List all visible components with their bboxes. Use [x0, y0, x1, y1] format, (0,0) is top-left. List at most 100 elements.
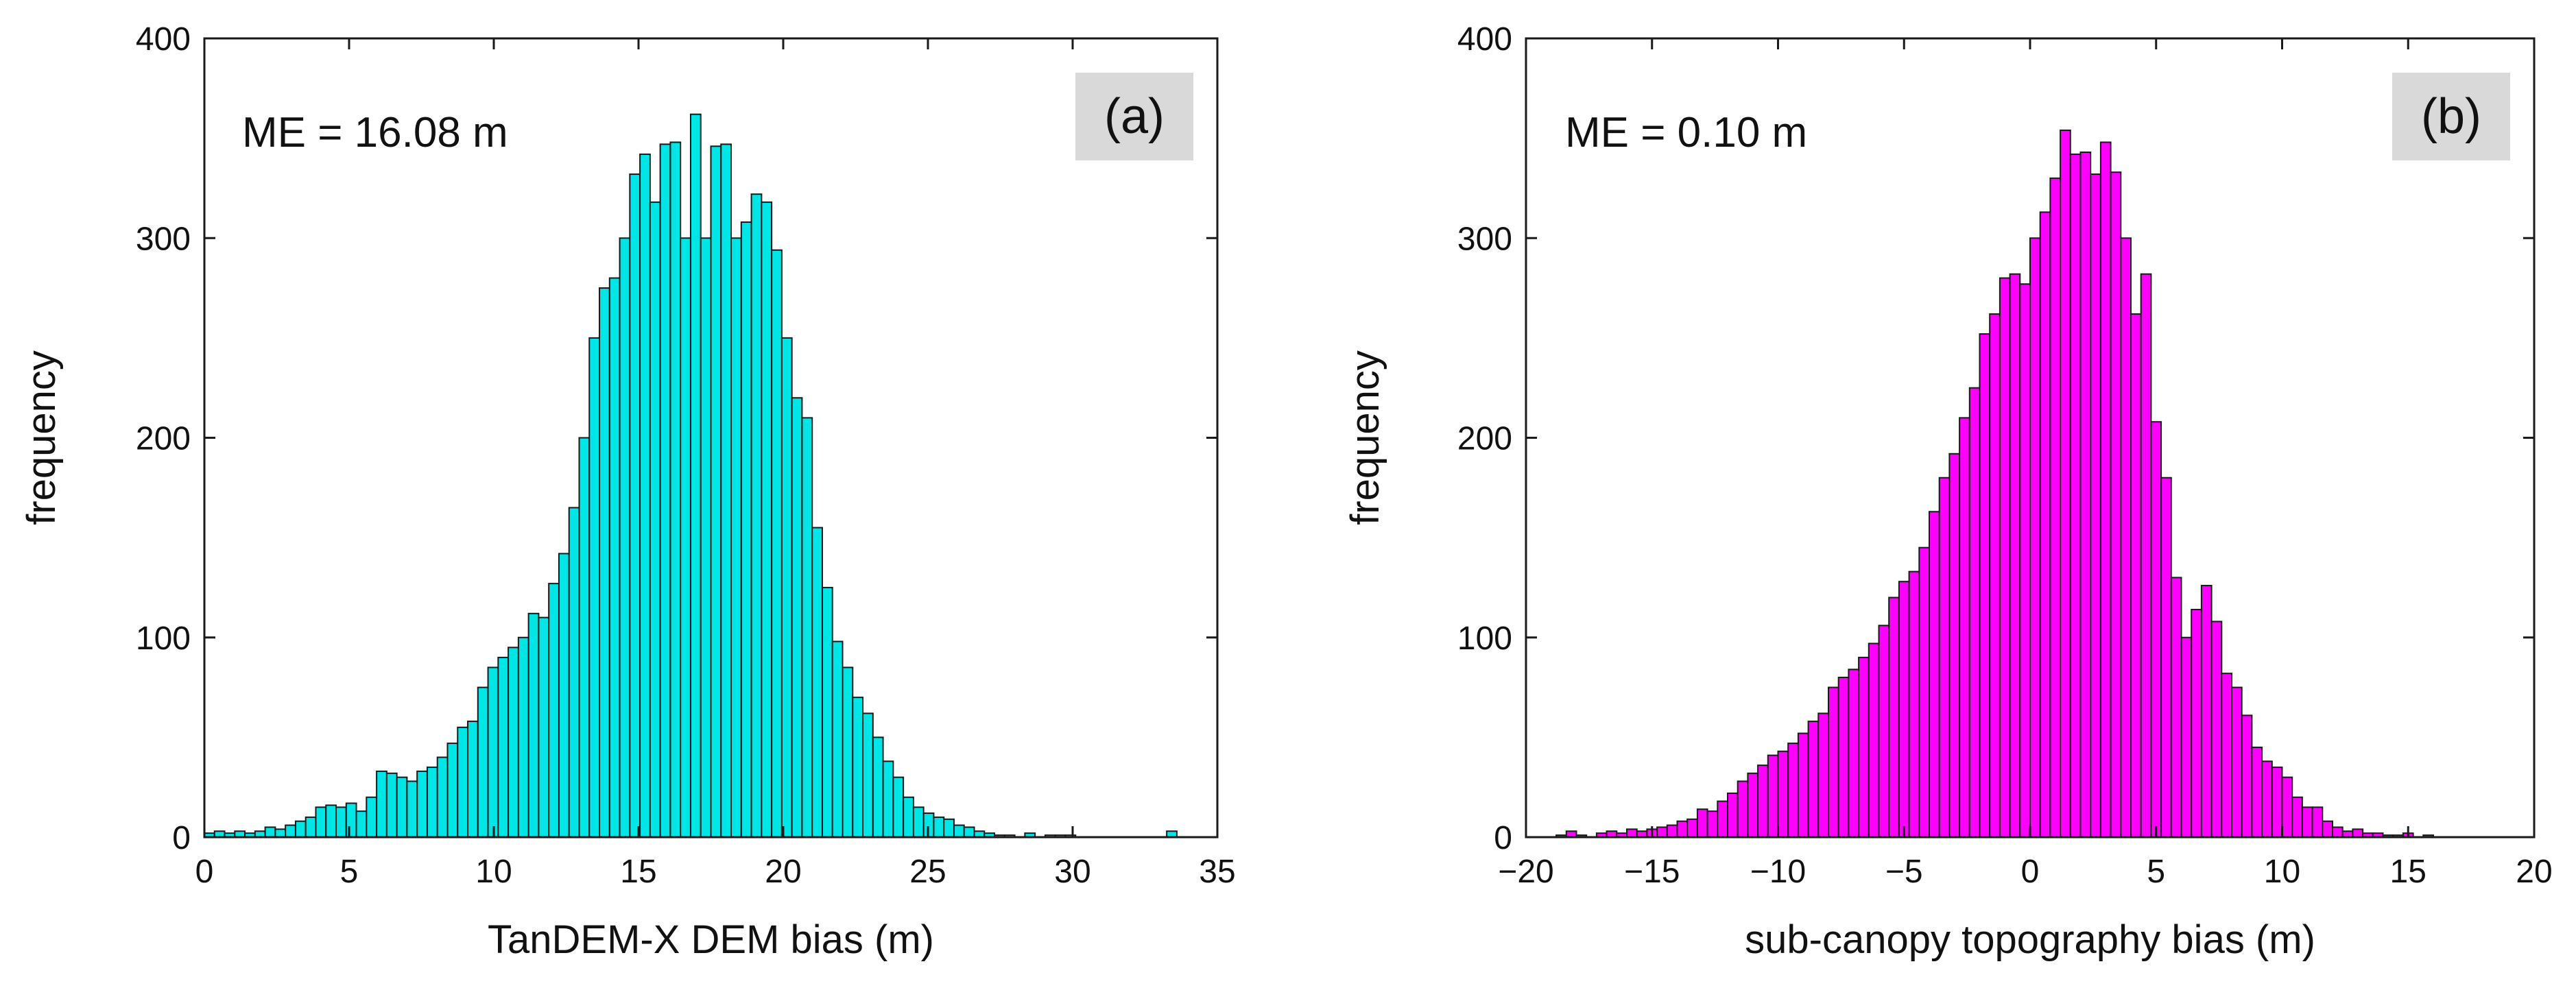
histogram-bar	[720, 143, 732, 839]
histogram-bar	[1878, 625, 1890, 839]
histogram-bar	[2110, 171, 2122, 838]
histogram-bar	[345, 802, 357, 838]
bars-b	[1555, 129, 2435, 839]
histogram-bar	[1696, 808, 1708, 838]
ticks-a: 0 5 10 15 20 25 30 35 0 100 200 300 400	[136, 21, 1236, 890]
histogram-bar	[2170, 577, 2182, 839]
histogram-bar	[467, 721, 479, 838]
histogram-bar	[588, 337, 601, 839]
panel-label-box-a	[1075, 73, 1193, 160]
histogram-bar	[2140, 273, 2152, 838]
histogram-bar	[1888, 597, 1900, 838]
histogram-bar	[1918, 546, 1931, 838]
histogram-bar	[801, 417, 813, 839]
x-tick-label: 10	[2264, 854, 2300, 890]
histogram-bar	[538, 616, 550, 839]
histogram-bar	[700, 237, 712, 838]
histogram-bar	[821, 586, 833, 838]
histogram-bar	[2261, 760, 2273, 838]
histogram-bar	[578, 437, 591, 838]
histogram-bar	[1737, 780, 1749, 838]
histogram-bar	[2079, 152, 2092, 838]
histogram-bar	[264, 826, 276, 838]
histogram-bar	[912, 806, 925, 839]
histogram-bar	[366, 796, 378, 838]
histogram-bar	[1757, 764, 1769, 839]
histogram-bar	[1999, 277, 2011, 838]
panel-label-b: (b)	[2421, 89, 2481, 144]
histogram-bar	[2060, 129, 2071, 839]
histogram-bar	[680, 237, 691, 838]
histogram-bar	[2251, 746, 2263, 838]
histogram-bar	[355, 810, 368, 839]
histogram-bar	[1908, 570, 1920, 838]
histogram-bar	[1979, 333, 1991, 838]
y-tick-label: 300	[1457, 221, 1512, 257]
histogram-bar	[1777, 750, 1789, 839]
histogram-bar	[761, 201, 773, 838]
histogram-bar	[315, 806, 327, 839]
histogram-bar	[1767, 754, 1779, 838]
histogram-bar	[771, 249, 783, 839]
histogram-bar	[1656, 826, 1668, 838]
histogram-bar	[426, 767, 438, 839]
y-tick-label: 400	[1457, 21, 1512, 58]
x-tick-label: 0	[2021, 854, 2040, 890]
histogram-bar	[305, 816, 317, 839]
histogram-bar	[619, 237, 631, 838]
histogram-bar	[791, 397, 803, 838]
histogram-bar	[1989, 313, 2001, 839]
histogram-bar	[599, 287, 610, 838]
histogram-bar	[872, 736, 884, 839]
x-tick-label: 5	[2147, 854, 2165, 890]
histogram-bar	[1968, 387, 1981, 838]
histogram-bar	[2210, 620, 2223, 838]
histogram-bar	[2099, 141, 2112, 838]
histogram-bar	[862, 712, 874, 839]
mean-error-annotation-b: ME = 0.10 m	[1565, 109, 1807, 156]
histogram-bar	[2049, 177, 2062, 839]
histogram-bar	[2231, 686, 2243, 838]
histogram-bar	[629, 173, 641, 839]
histogram-bar	[730, 237, 742, 838]
histogram-bar	[831, 640, 844, 839]
y-axis-label-a: frequency	[19, 350, 64, 525]
histogram-bar	[1828, 686, 1839, 838]
histogram-bar	[2160, 477, 2172, 838]
histogram-bar	[1837, 677, 1850, 838]
histogram-bar	[852, 697, 864, 839]
x-tick-label: 20	[2516, 854, 2552, 890]
histogram-bar	[2069, 153, 2082, 838]
y-tick-label: 400	[136, 21, 191, 58]
histogram-bar	[2241, 714, 2253, 838]
histogram-bar	[2281, 776, 2293, 839]
x-tick-label: −15	[1624, 854, 1680, 890]
histogram-bar	[1929, 511, 1940, 838]
histogram-bar	[508, 647, 519, 838]
histogram-bar	[2191, 608, 2202, 838]
histogram-bar	[2301, 806, 2313, 839]
x-axis-label-a: TanDEM-X DEM bias (m)	[488, 917, 934, 962]
x-tick-label: −20	[1498, 854, 1553, 890]
x-tick-label: 35	[1199, 854, 1235, 890]
histogram-bar	[2291, 796, 2303, 838]
histogram-bar	[1948, 453, 1961, 838]
histogram-bar	[1747, 772, 1759, 839]
histogram-bar	[963, 826, 975, 838]
histogram-bar	[2150, 421, 2162, 838]
histogram-bar	[2130, 313, 2142, 839]
histogram-bar	[457, 726, 469, 839]
histogram-bar	[2311, 806, 2324, 839]
y-tick-label: 200	[136, 421, 191, 457]
histogram-bar	[274, 828, 287, 838]
histogram-bar	[943, 818, 955, 839]
histogram-bar	[842, 666, 854, 838]
histogram-bar	[1686, 818, 1698, 839]
histogram-bar	[1706, 810, 1719, 839]
histogram-bar	[2009, 273, 2021, 838]
histogram-bar	[2322, 820, 2334, 838]
histogram-bar	[325, 804, 337, 839]
histogram-bar	[558, 553, 570, 838]
